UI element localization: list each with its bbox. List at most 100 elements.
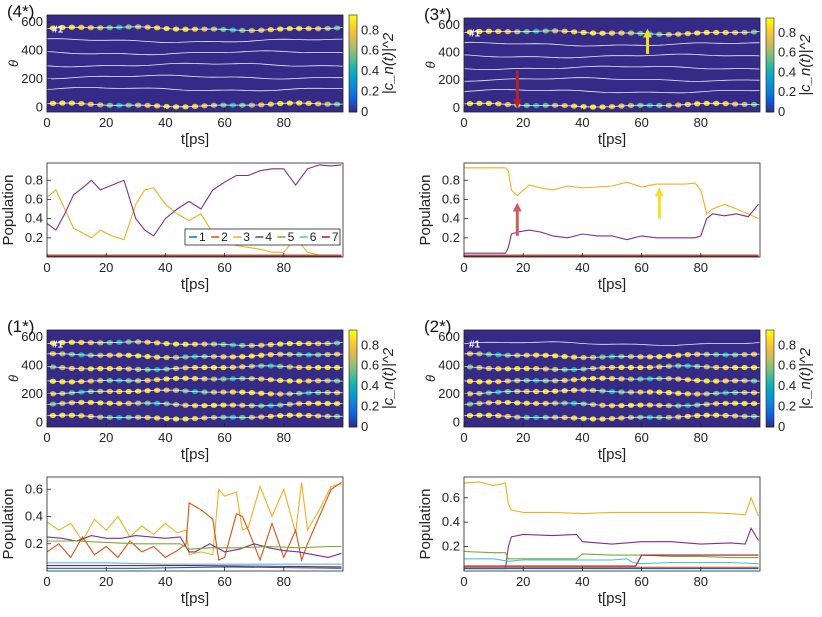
- colorbar-cell: [349, 337, 357, 341]
- trajectory-line: [46, 341, 344, 346]
- legend-label-2: 2: [221, 230, 228, 244]
- colorbar-cell: [766, 356, 774, 360]
- heatmap-frame: [46, 14, 344, 113]
- plot-frame: [46, 162, 344, 258]
- population-xtick-label: 20: [99, 574, 113, 589]
- population-xtick-label: 80: [694, 574, 708, 589]
- series-line-2: [47, 481, 342, 563]
- colorbar-cell: [766, 363, 774, 367]
- colorbar-cell: [349, 65, 357, 69]
- legend-label-1: 1: [199, 230, 206, 244]
- trajectory-line: [464, 77, 761, 82]
- x-axis-label: t[ps]: [598, 131, 626, 148]
- heatmap-ytick-label: 400: [21, 43, 43, 58]
- colorbar-cell: [349, 356, 357, 360]
- heatmap-ytick-label: 600: [438, 329, 460, 344]
- y-axis-label: Population: [0, 175, 17, 246]
- population-panel-2: 0 20 40 60 80 0.2 0.4 0.6 t[ps] Population: [0, 476, 344, 607]
- colorbar-cell: [766, 419, 774, 423]
- colorbar: 0 0.2 0.4 0.6 0.8|c_n(t)|^2: [348, 329, 397, 434]
- colorbar-cell: [766, 380, 774, 384]
- population-xtick-label: 60: [634, 574, 648, 589]
- trajectory-line: [46, 62, 344, 68]
- colorbar-cell: [349, 82, 357, 86]
- colorbar-cell: [766, 43, 774, 47]
- heatmap-frame: [46, 329, 344, 428]
- colorbar-cell: [766, 402, 774, 406]
- colorbar-cell: [766, 74, 774, 78]
- heatmap-xtick-label: 40: [158, 115, 172, 130]
- heatmap-xtick-label: 60: [217, 115, 231, 130]
- plot-background: [464, 163, 760, 257]
- colorbar: 0 0.2 0.4 0.6 0.8|c_n(t)|^2: [765, 17, 814, 119]
- colorbar-cell: [766, 20, 774, 24]
- heatmap-xtick-label: 80: [694, 430, 708, 445]
- colorbar-cell: [766, 376, 774, 379]
- colorbar-tick-label: 0.8: [778, 337, 796, 352]
- colorbar-cell: [766, 107, 774, 111]
- colorbar-cell: [349, 48, 357, 52]
- colorbar-cell: [349, 41, 357, 45]
- colorbar-tick-label: 0.4: [778, 64, 796, 79]
- x-axis-label: t[ps]: [598, 446, 626, 463]
- heatmap-xtick-label: 40: [158, 430, 172, 445]
- population-xtick-label: 60: [634, 260, 648, 275]
- colorbar-cell: [766, 55, 774, 59]
- colorbar-cell: [766, 100, 774, 104]
- y-axis-label: θ: [423, 375, 438, 382]
- trajectory-line: [46, 38, 344, 43]
- colorbar-cell: [766, 36, 774, 40]
- colorbar-cell: [349, 39, 357, 43]
- panel-label: (3*): [424, 5, 451, 24]
- x-axis-label: t[ps]: [598, 590, 626, 607]
- trajectory-line: [463, 401, 761, 407]
- colorbar-cell: [766, 53, 774, 57]
- population-xtick-label: 0: [460, 260, 467, 275]
- trajectory-line: [46, 401, 344, 407]
- colorbar-cell: [349, 58, 357, 62]
- trajectory-line: [463, 353, 761, 358]
- colorbar-tick-label: 0.2: [361, 399, 379, 414]
- colorbar-cell: [766, 88, 774, 92]
- colorbar-label: |c_n(t)|^2: [797, 347, 814, 409]
- legend-label-4: 4: [265, 230, 272, 244]
- x-axis-label: t[ps]: [181, 446, 209, 463]
- trajectory-line: [46, 414, 343, 420]
- colorbar-cell: [766, 95, 774, 99]
- y-axis-label: θ: [423, 61, 438, 68]
- heatmap-xtick-label: 60: [634, 430, 648, 445]
- colorbar-cell: [766, 41, 774, 45]
- heatmap-xtick-label: 60: [217, 430, 231, 445]
- series-group: [464, 167, 759, 257]
- colorbar-cell: [766, 46, 774, 50]
- colorbar-cell: [766, 359, 774, 363]
- colorbar-cell: [766, 397, 774, 401]
- colorbar-tick-label: 0: [361, 419, 368, 434]
- colorbar-cell: [349, 102, 357, 106]
- colorbar-cell: [766, 368, 774, 372]
- colorbar-tick-label: 0.8: [778, 25, 796, 40]
- colorbar-cell: [766, 65, 774, 68]
- legend-label-3: 3: [243, 230, 250, 244]
- colorbar-cell: [766, 330, 774, 333]
- heatmap-ytick-label: 0: [453, 415, 460, 430]
- colorbar-cell: [349, 107, 357, 111]
- colorbar-cell: [766, 344, 774, 348]
- trajectory-line: [46, 50, 344, 56]
- population-ytick-label: 0.8: [442, 172, 460, 187]
- colorbar-cell: [766, 27, 774, 31]
- population-xtick-label: 80: [277, 260, 291, 275]
- colorbar-cell: [766, 83, 774, 87]
- colorbar-cell: [349, 63, 357, 67]
- colorbar-cell: [766, 354, 774, 358]
- population-ytick-label: 0.6: [25, 481, 43, 496]
- colorbar-cell: [766, 332, 774, 336]
- heatmap-xtick-label: 80: [277, 115, 291, 130]
- heatmap-ytick-label: 0: [36, 415, 43, 430]
- series-line-4: [47, 535, 342, 558]
- legend-label-7: 7: [332, 230, 339, 244]
- population-xtick-label: 0: [43, 574, 50, 589]
- x-axis-label: t[ps]: [598, 276, 626, 293]
- colorbar-cell: [349, 363, 357, 367]
- trajectory-line: [463, 65, 761, 70]
